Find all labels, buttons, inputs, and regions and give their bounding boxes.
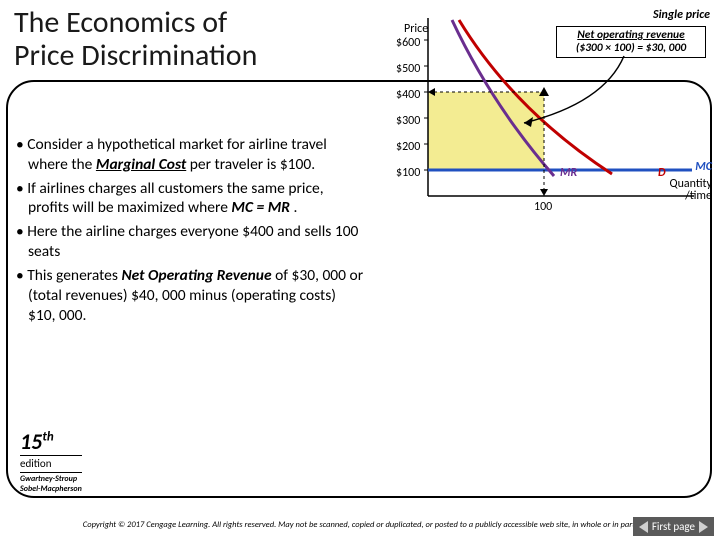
b2-post: .	[290, 198, 297, 217]
bullet-3: Here the airline charges everyone $400 a…	[16, 222, 366, 262]
d-label: D	[658, 166, 666, 180]
arrow-left-icon	[639, 521, 648, 533]
x-axis-label: Quantity /time	[670, 178, 712, 202]
econ-chart: Single price Net operating revenue ($300…	[374, 8, 714, 238]
b1-post: per traveler is $100.	[186, 155, 315, 174]
edition-label: edition	[20, 455, 82, 470]
title-line2: Price Discrimination	[14, 37, 257, 74]
bullet-2: If airlines charges all customers the sa…	[16, 179, 366, 219]
edition-num: 15	[20, 428, 42, 455]
y-axis-label: Price	[404, 22, 428, 36]
tick-400: $400	[396, 88, 420, 102]
b4-pre: This generates	[27, 266, 121, 285]
mc-label: MC	[695, 160, 712, 174]
mr-label: MR	[560, 166, 577, 180]
tick-500: $500	[396, 62, 420, 76]
b2-bi: MC = MR	[231, 198, 290, 217]
bullet-4: This generates Net Operating Revenue of …	[16, 266, 366, 325]
edition-sup: th	[42, 430, 53, 445]
edition-authors: Gwartney-Stroup Sobel-Macpherson	[20, 472, 82, 494]
tick-q100: 100	[534, 200, 552, 214]
b1-ul: Marginal Cost	[96, 155, 186, 174]
copyright-text: Copyright © 2017 Cengage Learning. All r…	[0, 520, 720, 530]
edition-box: 15th edition Gwartney-Stroup Sobel-Macph…	[20, 428, 82, 494]
slide-title: The Economics of Price Discrimination	[14, 6, 257, 72]
tick-200: $200	[396, 140, 420, 154]
title-line1: The Economics of	[14, 4, 227, 41]
tick-300: $300	[396, 114, 420, 128]
tick-100: $100	[396, 166, 420, 180]
arrow-right-icon	[699, 521, 708, 533]
nav-label: First page	[652, 520, 695, 533]
tick-600: $600	[396, 36, 420, 50]
first-page-nav[interactable]: First page	[633, 517, 714, 536]
b4-bi: Net Operating Revenue	[121, 266, 271, 285]
bullet-list: Consider a hypothetical market for airli…	[16, 135, 366, 329]
edition-number: 15th	[20, 428, 82, 455]
bullet-1: Consider a hypothetical market for airli…	[16, 135, 366, 175]
